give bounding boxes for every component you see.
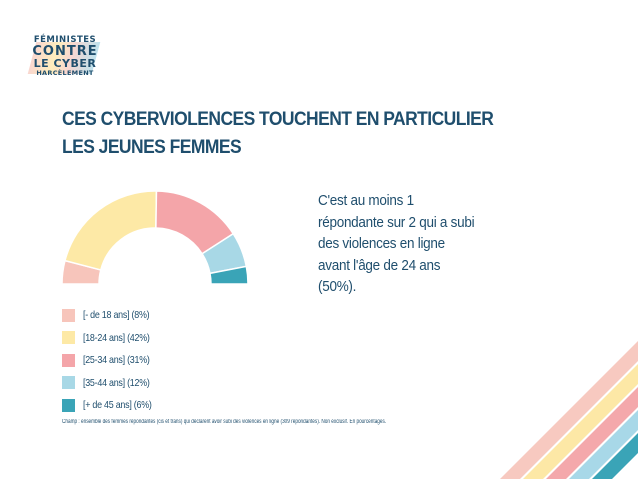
title-line-1: CES CYBERVIOLENCES TOUCHENT EN PARTICULI… <box>62 109 494 130</box>
legend-item: [- de 18 ans] (8%) <box>62 307 164 323</box>
legend-item: [25-34 ans] (31%) <box>62 352 164 368</box>
callout-text: C'est au moins 1 répondante sur 2 qui a … <box>318 190 538 298</box>
legend-item: [+ de 45 ans] (6%) <box>62 397 164 413</box>
callout-line: C'est au moins 1 <box>318 192 414 209</box>
logo-line-1: FÉMINISTES <box>33 35 97 45</box>
page-title: CES CYBERVIOLENCES TOUCHENT EN PARTICULI… <box>62 106 522 162</box>
legend-label: [+ de 45 ans] (6%) <box>83 399 152 411</box>
logo-line-2: CONTRE <box>32 43 98 59</box>
callout-line: des violences en ligne <box>318 235 445 252</box>
legend-item: [18-24 ans] (42%) <box>62 330 164 346</box>
decorative-stripe <box>523 364 638 479</box>
legend-swatch <box>62 353 75 367</box>
source-note: Champ : ensemble des femmes répondantes … <box>62 419 387 425</box>
legend-swatch <box>62 308 75 322</box>
legend-swatch <box>62 331 75 344</box>
callout-line: répondante sur 2 qui a subi <box>318 213 475 231</box>
donut-slice-5 <box>209 265 249 285</box>
logo-line-3: LE CYBER <box>33 56 97 70</box>
callout-line: avant l'âge de 24 ans <box>318 256 441 274</box>
chart-legend: [- de 18 ans] (8%) [18-24 ans] (42%) [25-3… <box>62 307 164 420</box>
title-line-2: LES JEUNES FEMMES <box>62 137 242 158</box>
logo-line-4: HARCÈLEMENT <box>36 68 94 77</box>
decorative-stripe <box>569 410 638 479</box>
legend-label: [35-44 ans] (12%) <box>83 376 150 389</box>
legend-label: [- de 18 ans] (8%) <box>83 309 150 321</box>
callout-line: (50%). <box>318 278 357 295</box>
logo: FÉMINISTES CONTRE LE CYBER HARCÈLEMENT <box>27 35 101 77</box>
legend-swatch <box>62 376 75 389</box>
decorative-stripe <box>500 341 638 479</box>
legend-label: [18-24 ans] (42%) <box>83 331 150 344</box>
decorative-stripe <box>546 387 638 479</box>
legend-item: [35-44 ans] (12%) <box>62 375 164 391</box>
donut-slice-2 <box>64 190 158 271</box>
decorative-stripe <box>592 433 638 479</box>
legend-swatch <box>62 398 75 412</box>
legend-label: [25-34 ans] (31%) <box>83 354 150 366</box>
